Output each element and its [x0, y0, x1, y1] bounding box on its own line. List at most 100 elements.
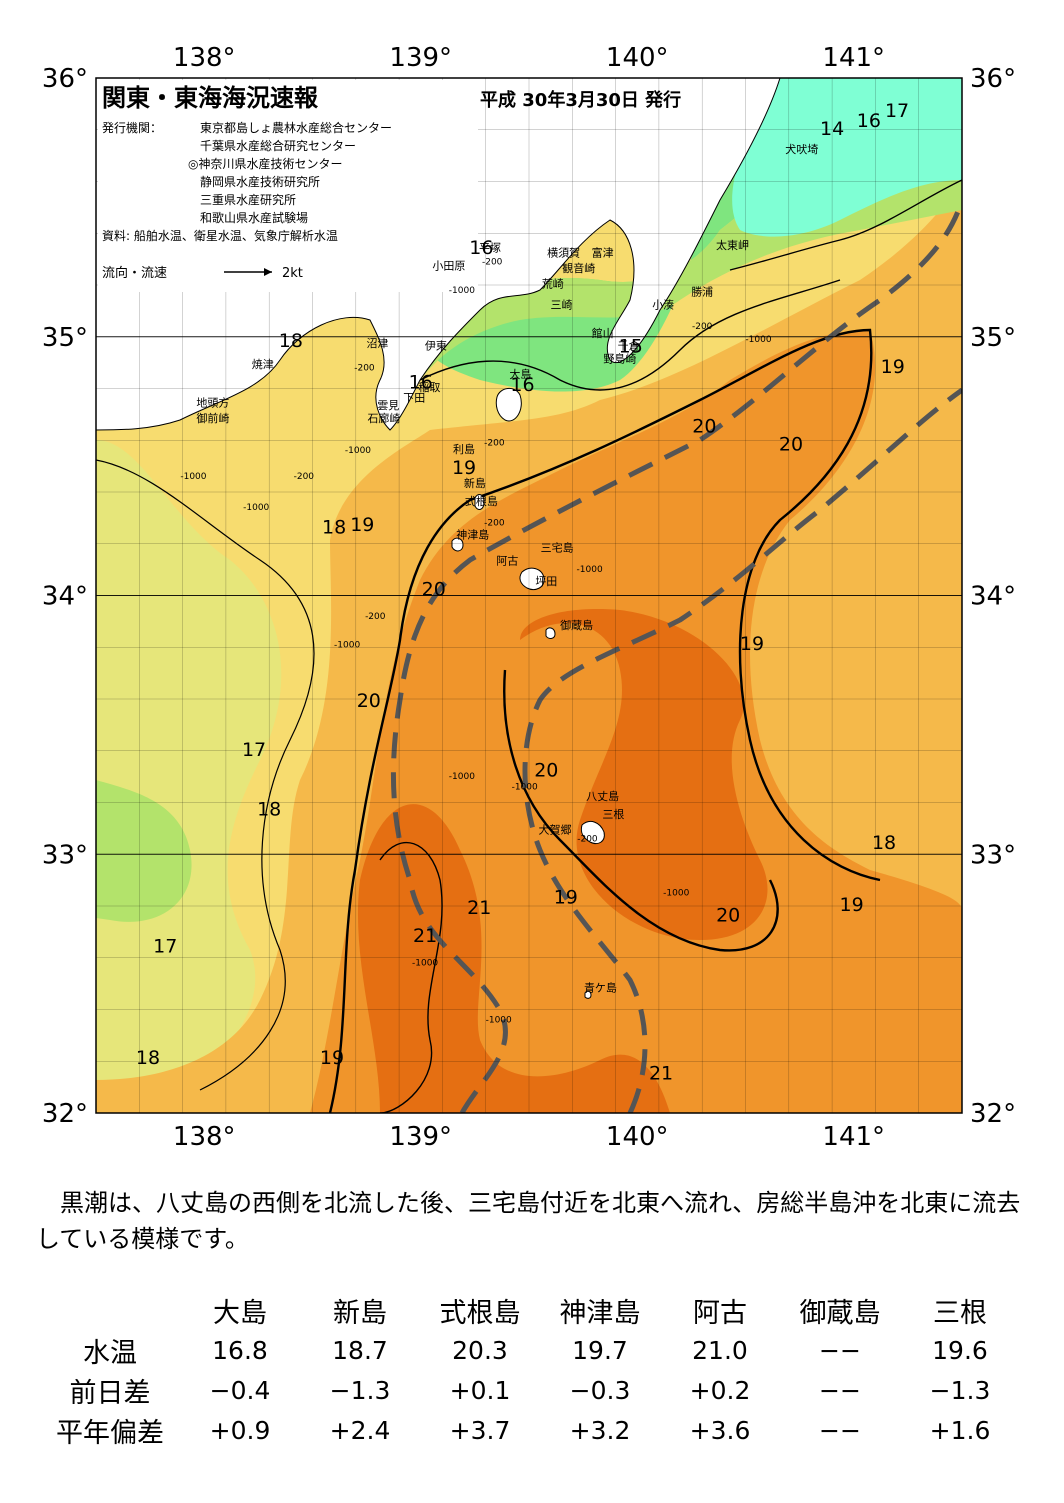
table-row: 水温 16.8 18.7 20.3 19.7 21.0 −− 19.6	[40, 1330, 1020, 1370]
depth-contour-label: -200	[365, 612, 386, 622]
lon-tick-bottom: 141°	[822, 1122, 885, 1150]
isotherm-label: 18	[872, 832, 896, 854]
depth-contour-label: -200	[294, 472, 315, 482]
place-label: 伊東	[425, 340, 447, 353]
table-cell: +3.6	[689, 1415, 751, 1445]
lat-tick-right: 36°	[970, 64, 1016, 94]
table-cell: −−	[819, 1375, 861, 1405]
place-label: 三根	[602, 807, 624, 821]
table-cell: 19.6	[932, 1335, 988, 1365]
current-legend-label: 流向・流速	[102, 265, 167, 281]
publisher-4: 静岡県水産技術研究所	[200, 174, 320, 189]
depth-contour-label: -1000	[663, 889, 689, 899]
field-17-west	[96, 440, 282, 1100]
current-legend-scale: 2kt	[282, 266, 303, 281]
isotherm-label: 19	[554, 886, 578, 908]
lon-tick-top: 139°	[389, 43, 452, 73]
kozu-island	[451, 537, 464, 552]
place-label: 横須賀	[547, 246, 580, 260]
place-label: 坪田	[535, 575, 557, 588]
lat-tick-right: 32°	[970, 1099, 1016, 1129]
place-label: 犬吠埼	[785, 142, 818, 156]
publisher-6: 和歌山県水産試験場	[200, 210, 308, 225]
depth-contour-label: -200	[692, 322, 713, 332]
mikura-island	[545, 627, 556, 639]
lon-tick-bottom: 139°	[389, 1122, 452, 1150]
isotherm-label: 20	[716, 905, 740, 927]
isotherm-label: 19	[350, 514, 374, 536]
isotherm-label: 21	[467, 897, 491, 919]
station-header: 大島	[213, 1297, 267, 1329]
place-label: 新島	[464, 476, 486, 490]
isotherm-20-main	[328, 328, 881, 1113]
place-label: 焼津	[252, 358, 274, 371]
table-row: 前日差 −0.4 −1.3 +0.1 −0.3 +0.2 −− −1.3	[40, 1370, 1020, 1410]
issue-date: 平成 30年3月30日 発行	[480, 89, 681, 111]
isotherm-label: 15	[619, 335, 643, 357]
publisher-1: 東京都島しょ農林水産総合センター	[200, 120, 392, 135]
isotherm-label: 18	[279, 330, 303, 352]
lat-tick-left: 34°	[42, 582, 88, 612]
isotherm-20-inner	[503, 669, 779, 952]
kuroshio-summary: 黒潮は、八丈島の西側を北流した後、三宅島付近を北東へ流れ、房総半島沖を北東に流去…	[36, 1189, 1021, 1253]
table-cell: −0.3	[569, 1375, 631, 1405]
field-20-east-lobe	[520, 609, 768, 940]
field-16-west	[96, 780, 192, 922]
lon-tick-bottom: 140°	[606, 1122, 669, 1150]
lon-tick-top: 141°	[822, 43, 885, 73]
depth-contour-label: -1000	[486, 1015, 512, 1025]
isotherm-21-loop	[379, 841, 443, 1113]
table-cell: 21.0	[692, 1335, 748, 1365]
place-label: 利島	[453, 442, 475, 456]
place-label: 神津島	[456, 528, 489, 542]
table-cell: +0.1	[449, 1375, 511, 1405]
place-label: 富津	[592, 246, 614, 260]
isotherm-label: 21	[649, 1062, 673, 1084]
current-legend-arrowhead	[264, 268, 272, 276]
depth-contour-label: -1000	[449, 286, 475, 296]
lat-tick-right: 35°	[970, 323, 1016, 353]
place-label: 太東岬	[716, 239, 749, 252]
depth-contour-label: -200	[484, 519, 505, 529]
lat-tick-right: 34°	[970, 582, 1016, 612]
place-label: 三宅島	[541, 541, 574, 555]
station-header: 御蔵島	[799, 1297, 881, 1329]
table-cell: 20.3	[452, 1335, 508, 1365]
isotherm-label: 18	[257, 798, 281, 820]
isotherm-lines	[96, 179, 962, 1113]
table-cell: −1.3	[329, 1375, 391, 1405]
lat-tick-left: 33°	[42, 840, 88, 870]
lon-tick-top: 138°	[173, 43, 236, 73]
depth-contour-label: -200	[484, 438, 505, 448]
place-label: 石廊崎	[367, 411, 400, 425]
isotherm-label: 20	[357, 690, 381, 712]
place-label: 下田	[403, 391, 425, 404]
isotherm-label: 16	[469, 237, 493, 259]
place-label: 青ケ島	[584, 980, 617, 994]
place-label: 平塚	[479, 241, 501, 254]
row-label: 前日差	[69, 1377, 151, 1409]
isotherm-17-kanto	[729, 179, 962, 271]
isotherm-label: 19	[740, 633, 764, 655]
place-label: 小田原	[432, 259, 465, 272]
isotherm-label: 19	[881, 356, 905, 378]
isotherm-label: 20	[534, 760, 558, 782]
publisher-2: 千葉県水産総合研究センター	[200, 138, 356, 153]
depth-contour-label: -1000	[334, 640, 360, 650]
kuroshio-axis-west	[390, 199, 962, 1113]
kuroshio-axis	[390, 199, 962, 1113]
isotherm-label: 17	[242, 739, 266, 761]
isotherm-19-kanto	[419, 279, 841, 391]
isotherm-label: 19	[839, 894, 863, 916]
publisher-label: 発行機関：	[102, 120, 162, 135]
table-row: 平年偏差 +0.9 +2.4 +3.7 +3.2 +3.6 −− +1.6	[40, 1410, 1020, 1450]
depth-contour-label: -1000	[745, 335, 771, 345]
sea-temperature-map: 関東・東海海況速報 平成 30年3月30日 発行 発行機関： 東京都島しょ農林水…	[42, 43, 1016, 1150]
depth-contour-label: -1000	[180, 472, 206, 482]
depth-contour-label: -200	[482, 257, 503, 267]
isotherm-label: 18	[136, 1047, 160, 1069]
miyake-island	[519, 567, 545, 591]
place-label: 八丈島	[586, 789, 619, 803]
